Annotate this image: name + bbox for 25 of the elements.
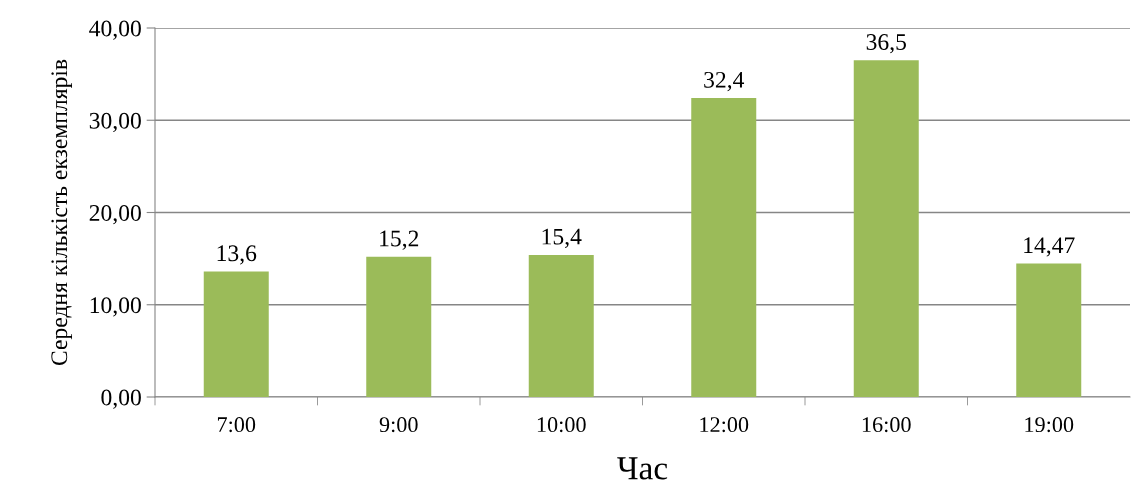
- x-tick-label: 16:00: [862, 417, 911, 433]
- bar: [528, 254, 594, 397]
- bar: [203, 271, 269, 397]
- x-tick-label: 10:00: [537, 417, 586, 433]
- data-label: 13,6: [217, 245, 257, 265]
- x-tick-label: 19:00: [1025, 417, 1074, 433]
- x-tick-label: 9:00: [379, 417, 418, 433]
- y-tick-label: 10,00: [90, 297, 141, 317]
- y-tick-label: 40,00: [89, 20, 141, 40]
- bar: [366, 256, 432, 397]
- y-tick-label: 0,00: [101, 389, 141, 409]
- bar: [691, 98, 757, 397]
- data-label: 15,2: [380, 230, 419, 250]
- bar: [1016, 263, 1082, 397]
- data-label: 36,5: [866, 34, 906, 54]
- data-label: 14,47: [1024, 237, 1075, 257]
- bar: [853, 60, 919, 397]
- y-axis-title: Середня кількість екземплярів: [51, 59, 73, 366]
- x-tick-label: 12:00: [700, 417, 749, 433]
- data-label: 15,4: [542, 228, 582, 248]
- y-tick-label: 30,00: [89, 112, 141, 133]
- data-label: 32,4: [704, 71, 745, 92]
- x-tick-label: 7:00: [217, 417, 256, 433]
- y-tick-label: 20,00: [89, 204, 141, 225]
- x-axis-title: Час: [617, 457, 668, 480]
